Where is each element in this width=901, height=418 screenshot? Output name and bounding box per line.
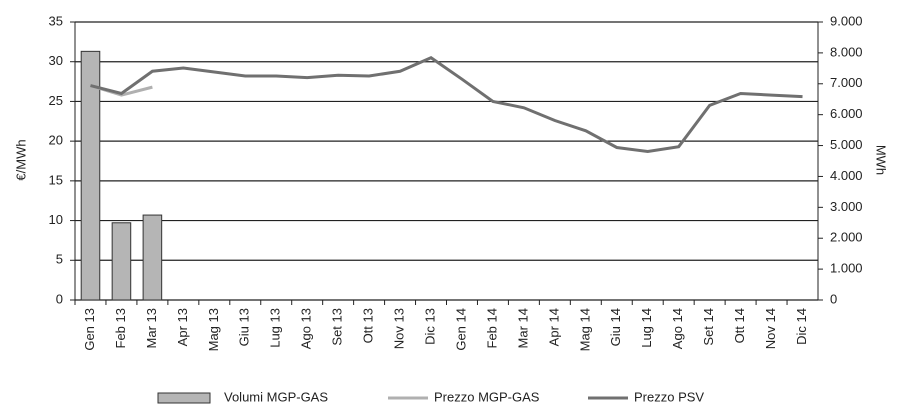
legend-swatch — [157, 392, 211, 404]
x-tick-label: Ago 13 — [299, 308, 314, 349]
line — [90, 56, 803, 153]
x-tick-label: Set 13 — [330, 308, 345, 346]
y2-tick-label: 3.000 — [830, 199, 863, 214]
x-tick-label: Mar 13 — [144, 308, 159, 348]
legend-label: Prezzo MGP-GAS — [434, 389, 540, 404]
x-tick-label: Giu 13 — [237, 308, 252, 346]
bar — [111, 222, 132, 301]
y2-tick-label: 5.000 — [830, 137, 863, 152]
y-tick-label: 20 — [49, 133, 63, 148]
y2-tick-label: 2.000 — [830, 230, 863, 245]
y2-tick-label: 9.000 — [830, 13, 863, 28]
x-tick-label: Apr 13 — [175, 308, 190, 346]
legend-label: Prezzo PSV — [634, 389, 704, 404]
x-tick-label: Ago 14 — [670, 308, 685, 349]
x-tick-label: Dic 13 — [422, 308, 437, 345]
x-tick-label: Nov 13 — [392, 308, 407, 349]
y2-tick-label: 7.000 — [830, 75, 863, 90]
x-tick-label: Apr 14 — [546, 308, 561, 346]
y-tick-label: 25 — [49, 93, 63, 108]
y-tick-label: 35 — [49, 13, 63, 28]
y2-tick-label: 1.000 — [830, 261, 863, 276]
x-tick-label: Gen 13 — [82, 308, 97, 351]
x-tick-label: Ott 13 — [361, 308, 376, 343]
x-tick-label: Giu 14 — [608, 308, 623, 346]
y-tick-label: 10 — [49, 212, 63, 227]
y-tick-label: 5 — [56, 252, 63, 267]
y2-tick-label: 0 — [830, 291, 837, 306]
x-tick-label: Feb 14 — [484, 308, 499, 348]
x-tick-label: Feb 13 — [113, 308, 128, 348]
x-tick-label: Gen 14 — [453, 308, 468, 351]
x-tick-label: Lug 14 — [639, 308, 654, 348]
legend-label: Volumi MGP-GAS — [224, 389, 328, 404]
x-tick-label: Lug 13 — [268, 308, 283, 348]
x-tick-label: Ott 14 — [732, 308, 747, 343]
y2-axis-label: MWh — [874, 145, 889, 175]
y-axis-label: €/MWh — [13, 139, 28, 180]
x-tick-label: Mag 14 — [577, 308, 592, 351]
bar — [80, 50, 101, 301]
x-tick-label: Dic 14 — [794, 308, 809, 345]
x-tick-label: Nov 14 — [763, 308, 778, 349]
bar — [142, 214, 163, 301]
y2-tick-label: 8.000 — [830, 44, 863, 59]
y-tick-label: 30 — [49, 53, 63, 68]
x-tick-label: Set 14 — [701, 308, 716, 346]
y-tick-label: 0 — [56, 291, 63, 306]
x-tick-label: Mar 14 — [515, 308, 530, 348]
y-tick-label: 15 — [49, 172, 63, 187]
y2-tick-label: 4.000 — [830, 168, 863, 183]
x-tick-label: Mag 13 — [206, 308, 221, 351]
y2-tick-label: 6.000 — [830, 106, 863, 121]
